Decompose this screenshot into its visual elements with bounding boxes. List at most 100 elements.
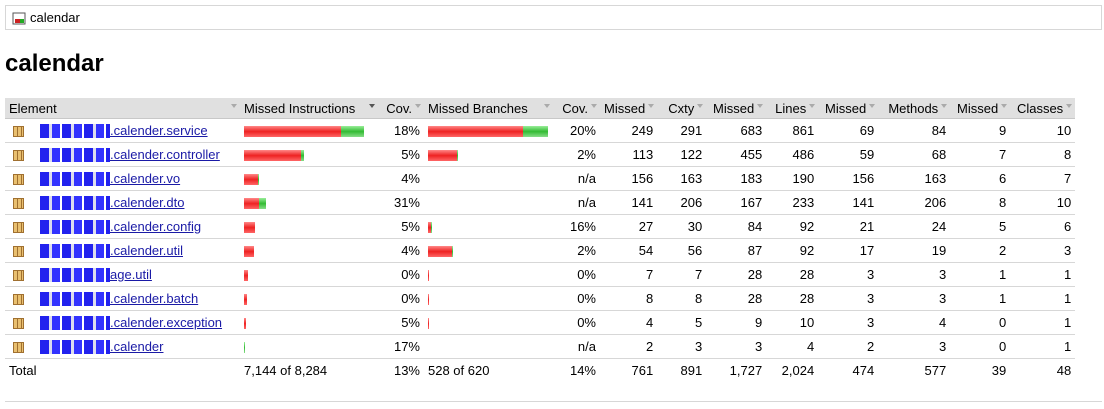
count-cell: 122 xyxy=(657,142,707,167)
column-header[interactable]: Methods xyxy=(878,98,951,119)
branches-bar-cell xyxy=(424,310,553,335)
instructions-bar-cell xyxy=(240,334,378,359)
count-cell: 7 xyxy=(1010,166,1076,191)
count-cell: 54 xyxy=(600,238,658,263)
breadcrumb: calendar xyxy=(5,5,1102,30)
column-header[interactable]: Cov. xyxy=(553,98,600,119)
branches-bar-cell xyxy=(424,262,553,287)
package-link[interactable]: .calender.batch xyxy=(110,290,199,306)
total-count: 577 xyxy=(924,363,947,378)
count-cell: 0 xyxy=(950,334,1011,359)
count-cell: 2 xyxy=(950,238,1011,263)
instructions-bar-cell xyxy=(240,214,378,239)
branches-coverage: n/a xyxy=(553,190,600,215)
column-header[interactable]: Missed xyxy=(600,98,658,119)
package-link[interactable]: age.util xyxy=(110,266,152,282)
count-cell: 141 xyxy=(818,190,879,215)
count-cell: 163 xyxy=(657,166,707,191)
count-cell: 291 xyxy=(657,118,707,143)
column-header[interactable]: Missed xyxy=(818,98,879,119)
instructions-coverage: 4% xyxy=(378,166,424,191)
total-count: 48 xyxy=(1056,363,1072,378)
redacted-prefix xyxy=(40,124,110,139)
package-link[interactable]: .calender.controller xyxy=(110,146,220,162)
covered-bar xyxy=(452,246,454,258)
count-cell: 4 xyxy=(878,310,951,335)
package-link[interactable]: .calender xyxy=(110,338,164,354)
package-icon xyxy=(13,221,24,233)
header-row: Element Missed Instructions Cov. Missed Bra… xyxy=(5,98,1076,119)
package-link[interactable]: .calender.util xyxy=(110,242,183,258)
total-count: 39 xyxy=(991,363,1007,378)
missed-bar xyxy=(428,318,429,330)
redacted-prefix xyxy=(40,172,110,187)
package-row: .calender.exception 5% 0% 4 5 9 10 3 4 0 1 xyxy=(5,310,1076,335)
instructions-bar-cell xyxy=(240,166,378,191)
package-link[interactable]: .calender.config xyxy=(110,218,202,234)
branches-bar-cell xyxy=(424,166,553,191)
branches-coverage: 20% xyxy=(553,118,600,143)
count-cell: 21 xyxy=(818,214,879,239)
element-cell: age.util xyxy=(5,262,240,287)
count-cell: 163 xyxy=(878,166,951,191)
package-link[interactable]: .calender.vo xyxy=(110,170,181,186)
missed-bar xyxy=(244,294,247,306)
column-header[interactable]: Classes xyxy=(1010,98,1076,119)
package-link[interactable]: .calender.service xyxy=(110,122,208,138)
total-count: 474 xyxy=(852,363,875,378)
count-cell: 2 xyxy=(818,334,879,359)
missed-bar xyxy=(428,150,458,162)
footer-rule xyxy=(5,401,1102,402)
package-icon xyxy=(13,245,24,257)
covered-bar xyxy=(254,222,256,234)
covered-bar xyxy=(341,126,364,138)
instructions-coverage: 5% xyxy=(378,142,424,167)
redacted-prefix xyxy=(40,268,110,283)
column-header[interactable]: Missed Instructions xyxy=(240,98,378,119)
count-cell: 1 xyxy=(1010,286,1076,311)
package-row: .calender.vo 4% n/a 156 163 183 190 156 163 6 7 xyxy=(5,166,1076,191)
count-cell: 56 xyxy=(657,238,707,263)
column-header[interactable]: Missed xyxy=(950,98,1011,119)
column-header[interactable]: Missed Branches xyxy=(424,98,553,119)
count-cell: 190 xyxy=(766,166,819,191)
package-link[interactable]: .calender.dto xyxy=(110,194,185,210)
count-cell: 5 xyxy=(950,214,1011,239)
column-header[interactable]: Cov. xyxy=(378,98,424,119)
column-header[interactable]: Missed xyxy=(706,98,767,119)
count-cell: 3 xyxy=(878,334,951,359)
count-cell: 7 xyxy=(600,262,658,287)
count-cell: 8 xyxy=(1010,142,1076,167)
branches-coverage: 0% xyxy=(553,310,600,335)
count-cell: 683 xyxy=(706,118,767,143)
breadcrumb-label[interactable]: calendar xyxy=(30,10,80,25)
covered-bar xyxy=(301,150,304,162)
branches-bar-cell xyxy=(424,334,553,359)
package-link[interactable]: .calender.exception xyxy=(110,314,223,330)
count-cell: 10 xyxy=(766,310,819,335)
package-row: age.util 0% 0% 7 7 28 28 3 3 1 1 xyxy=(5,262,1076,287)
package-icon xyxy=(13,341,24,353)
count-cell: 19 xyxy=(878,238,951,263)
count-cell: 9 xyxy=(706,310,767,335)
branches-coverage: 0% xyxy=(553,286,600,311)
count-cell: 10 xyxy=(1010,190,1076,215)
redacted-prefix xyxy=(40,220,110,235)
branches-bar-cell xyxy=(424,142,553,167)
package-row: .calender.util 4% 2% 54 56 87 92 17 19 2 3 xyxy=(5,238,1076,263)
column-header[interactable]: Cxty xyxy=(657,98,707,119)
element-cell: .calender xyxy=(5,334,240,359)
instructions-bar-cell xyxy=(240,238,378,263)
count-cell: 2 xyxy=(600,334,658,359)
count-cell: 1 xyxy=(1010,334,1076,359)
missed-bar xyxy=(428,246,453,258)
instructions-coverage: 5% xyxy=(378,310,424,335)
element-cell: .calender.util xyxy=(5,238,240,263)
package-icon xyxy=(13,125,24,137)
column-header[interactable]: Lines xyxy=(766,98,819,119)
column-header[interactable]: Element xyxy=(5,98,240,119)
branches-bar-cell xyxy=(424,214,553,239)
element-cell: .calender.controller xyxy=(5,142,240,167)
package-row: .calender 17% n/a 2 3 3 4 2 3 0 1 xyxy=(5,334,1076,359)
count-cell: 3 xyxy=(657,334,707,359)
